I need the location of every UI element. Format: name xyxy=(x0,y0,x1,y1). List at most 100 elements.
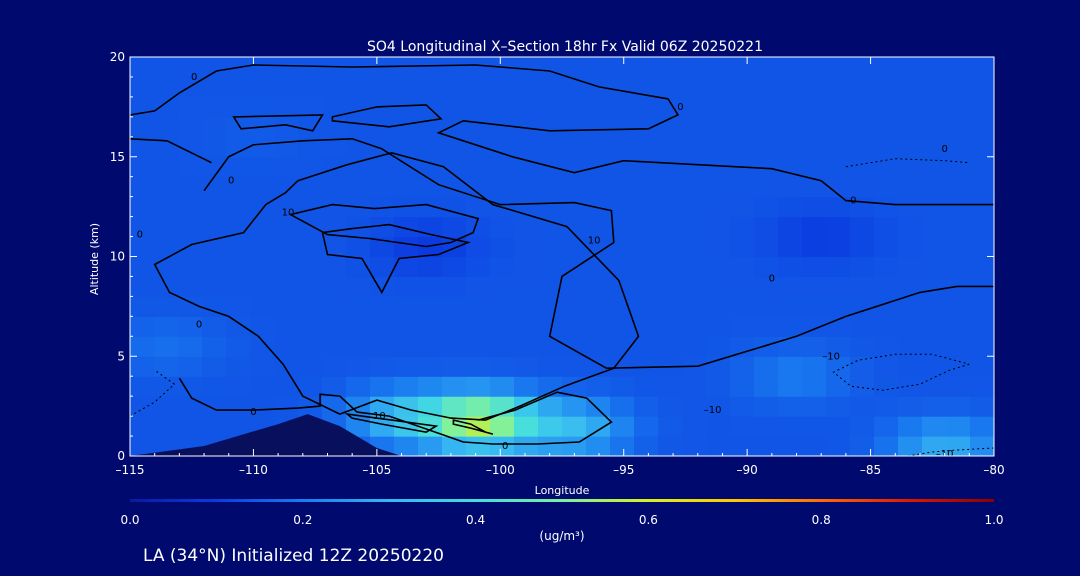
heatmap-cell xyxy=(682,176,707,198)
contour-label: –10 xyxy=(936,449,954,460)
heatmap-cell xyxy=(970,96,994,118)
heatmap-cell xyxy=(682,96,707,118)
heatmap-cell xyxy=(754,316,779,337)
heatmap-cell xyxy=(274,376,299,397)
x-tick-label: –105 xyxy=(362,463,391,477)
heatmap-cell xyxy=(730,76,755,98)
heatmap-cell xyxy=(250,156,275,178)
heatmap-cell xyxy=(154,416,179,437)
heatmap-cell xyxy=(274,176,299,198)
contour-label: 10 xyxy=(588,236,601,247)
heatmap-cell xyxy=(874,316,899,337)
heatmap-cell xyxy=(514,336,539,357)
heatmap-cell xyxy=(778,336,803,357)
heatmap-cell xyxy=(490,376,515,397)
heatmap-cell xyxy=(898,376,923,397)
heatmap-cell xyxy=(490,236,515,258)
heatmap-cell xyxy=(178,296,203,317)
heatmap-cell xyxy=(850,336,875,357)
heatmap-cell xyxy=(250,336,275,357)
heatmap-cell xyxy=(226,276,251,297)
contour-line-10-5 xyxy=(153,151,640,421)
heatmap-cell xyxy=(946,256,971,278)
heatmap-cell xyxy=(274,236,299,258)
heatmap-cell xyxy=(634,216,659,238)
heatmap-cell xyxy=(178,256,203,278)
heatmap-cell xyxy=(298,96,323,118)
heatmap-cell xyxy=(898,196,923,218)
heatmap-cell xyxy=(730,376,755,397)
heatmap-cell xyxy=(898,296,923,317)
heatmap-cell xyxy=(682,336,707,357)
heatmap-cell xyxy=(610,196,635,218)
heatmap-cell xyxy=(178,176,203,198)
heatmap-cell xyxy=(370,76,395,98)
heatmap-cell xyxy=(538,316,563,337)
heatmap-cell xyxy=(586,216,611,238)
heatmap-cell xyxy=(634,156,659,178)
contour-line-0-1 xyxy=(130,138,212,164)
heatmap-cell xyxy=(682,416,707,437)
heatmap-cell xyxy=(178,356,203,377)
heatmap-cell xyxy=(250,76,275,98)
heatmap-cell xyxy=(322,376,347,397)
heatmap-cell xyxy=(682,256,707,278)
heatmap-cell xyxy=(610,236,635,258)
contour-label: 0 xyxy=(137,230,143,241)
heatmap-cell xyxy=(826,416,851,437)
heatmap-cell xyxy=(202,96,227,118)
heatmap-cell xyxy=(226,336,251,357)
heatmap-cell xyxy=(898,57,923,78)
heatmap-cell xyxy=(778,316,803,337)
heatmap-cell xyxy=(658,57,683,78)
heatmap-cell xyxy=(682,276,707,297)
heatmap-cell xyxy=(442,76,467,98)
heatmap-cell xyxy=(298,276,323,297)
heatmap-cell xyxy=(946,336,971,357)
heatmap-cell xyxy=(226,396,251,417)
heatmap-cell xyxy=(322,236,347,258)
heatmap-cell xyxy=(466,276,491,297)
contour-label: 10 xyxy=(282,208,295,219)
heatmap-cell xyxy=(538,76,563,98)
heatmap-cell xyxy=(802,136,827,158)
heatmap-cell xyxy=(802,236,827,258)
colorbar-ticks: 0.0 0.2 0.4 0.6 0.8 1.0 xyxy=(120,513,1003,527)
heatmap-cell xyxy=(898,116,923,138)
heatmap-cell xyxy=(154,156,179,178)
heatmap-cell xyxy=(250,376,275,397)
heatmap-cell xyxy=(610,57,635,78)
heatmap-cell xyxy=(538,276,563,297)
heatmap-cell xyxy=(274,276,299,297)
heatmap-cell xyxy=(154,316,179,337)
heatmap-cell xyxy=(586,96,611,118)
heatmap-cell xyxy=(298,256,323,278)
heatmap-cell xyxy=(802,376,827,397)
heatmap-cell xyxy=(874,116,899,138)
heatmap-cell xyxy=(274,57,299,78)
heatmap-cell xyxy=(178,216,203,238)
heatmap-cell xyxy=(442,336,467,357)
heatmap-cell xyxy=(658,136,683,158)
heatmap-cell xyxy=(370,376,395,397)
y-tick-label: 15 xyxy=(110,150,125,164)
contour-label: 0 xyxy=(769,273,775,284)
heatmap-cell xyxy=(778,376,803,397)
contour-label: 0 xyxy=(850,196,856,207)
heatmap-cell xyxy=(586,416,611,437)
heatmap-cell xyxy=(514,256,539,278)
heatmap-cell xyxy=(466,76,491,98)
heatmap-cell xyxy=(658,296,683,317)
heatmap-cell xyxy=(442,256,467,278)
heatmap-cell xyxy=(370,296,395,317)
heatmap-cell xyxy=(946,376,971,397)
heatmap-cell xyxy=(490,296,515,317)
heatmap-cell xyxy=(130,116,155,138)
heatmap-cell xyxy=(610,156,635,178)
heatmap-cell xyxy=(730,336,755,357)
heatmap-cell xyxy=(634,356,659,377)
terrain-profile xyxy=(130,414,402,456)
heatmap-cell xyxy=(610,116,635,138)
heatmap-cell xyxy=(898,336,923,357)
heatmap-cell xyxy=(394,176,419,198)
